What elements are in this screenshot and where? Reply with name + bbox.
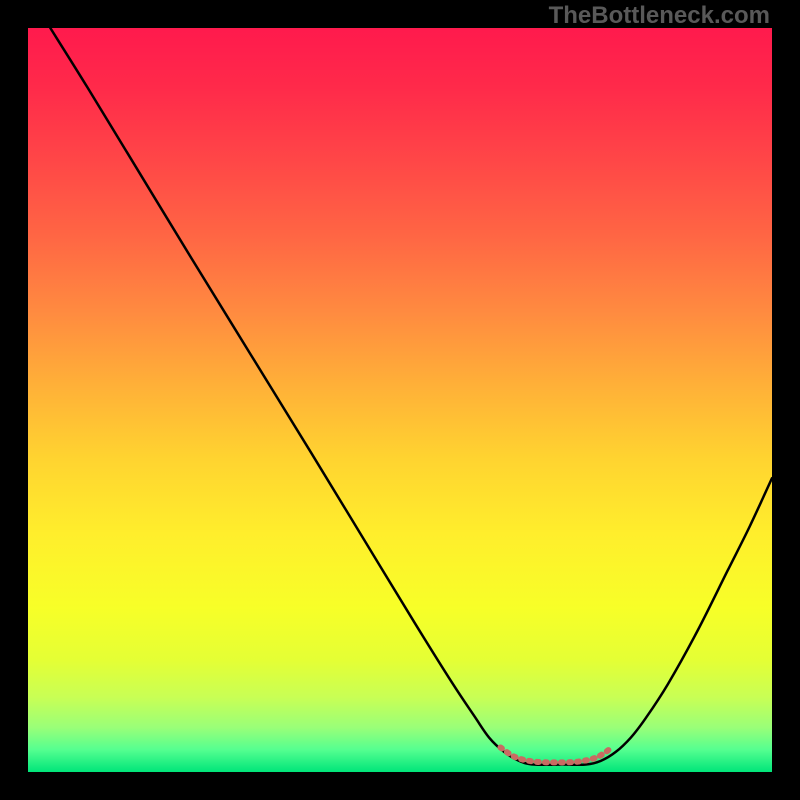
curve-layer: [28, 28, 772, 772]
watermark-text: TheBottleneck.com: [549, 2, 770, 30]
chart-frame: TheBottleneck.com: [0, 0, 800, 800]
plot-area: [28, 28, 772, 772]
bottleneck-curve: [50, 28, 772, 765]
